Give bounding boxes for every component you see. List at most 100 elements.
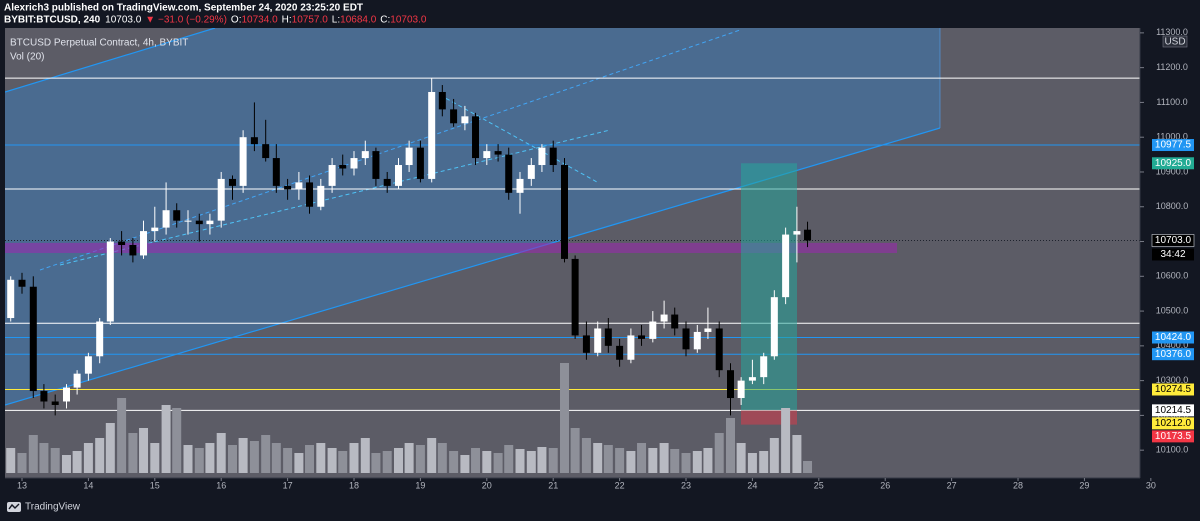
channel-midline [39,29,741,271]
volume-bar [139,428,149,473]
channel-fill [5,28,940,405]
price-tag [1152,331,1194,344]
price-tag [1152,157,1194,170]
header-text: C: [380,15,390,26]
volume-bar [559,363,569,473]
candle-body [660,314,668,322]
volume-bar [803,461,813,473]
candle-body [51,401,59,405]
candle-body [538,147,546,166]
volume-bar [28,435,38,473]
candle-body [328,165,336,186]
volume-bar [205,443,215,473]
y-tick-label: 10400.0 [1156,340,1189,350]
candle-body [405,147,413,166]
volume-bar [759,451,769,473]
volume-bar [83,443,93,473]
volume-bar [327,448,337,473]
volume-bar [17,453,27,473]
volume-bar [781,408,791,473]
candle-body [527,165,535,179]
x-tick-label: 17 [283,480,293,490]
volume-bar [72,451,82,473]
volume-bar [150,443,160,473]
candle-body [594,328,602,353]
y-tick-label: 11100.0 [1156,97,1187,107]
volume-bar [172,408,182,473]
candle-body [627,335,635,360]
header-text: 10734.0 [241,15,278,26]
volume-bar [526,451,536,473]
candle-body [195,220,203,225]
volume-bar [415,445,425,473]
y-tick-label: 10800.0 [1156,201,1189,211]
x-tick-label: 24 [747,480,757,490]
candle-body [62,387,70,402]
header-text: 10703.0 [390,15,427,26]
x-tick-label: 29 [1079,480,1089,490]
y-tick-label: 10300.0 [1156,375,1189,385]
candle-body [649,321,657,339]
candle-body [228,178,236,186]
volume-bar [183,445,193,473]
y-tick-label: 10500.0 [1156,305,1189,315]
volume-bar [626,451,636,473]
volume-bar [360,438,370,473]
volume-bar [6,448,16,473]
candle-body [372,151,380,179]
candle-body [217,178,225,221]
candle-body [715,328,723,371]
candle-body [582,335,590,353]
x-tick-label: 19 [415,480,425,490]
candle-body [272,158,280,186]
chart-title: BTCUSD Perpetual Contract, 4h, BYBIT [10,38,188,49]
volume-bar [194,448,204,473]
candle-body [438,91,446,110]
candle-body [151,227,159,232]
volume-bar [238,438,248,473]
candle-body [383,178,391,186]
y-tick-label: 10100.0 [1156,445,1189,455]
candle-body [571,258,579,336]
candle-body [295,182,303,190]
candle-body [727,370,735,399]
y-tick-label: 11000.0 [1156,132,1188,142]
volume-bar [437,443,447,473]
candle-body [239,137,247,186]
header-text: O: [231,15,242,26]
candle-body [748,377,756,381]
candle-body [262,144,270,159]
candle-body [106,241,114,322]
candle-body [770,297,778,357]
volume-bar [736,443,746,473]
price-tag-label: 10274.5 [1155,384,1192,395]
candle-body [361,151,369,159]
volume-bar [659,443,669,473]
plot [5,28,1140,473]
candle-body [206,220,214,225]
volume-bar [294,453,304,473]
volume-bar [404,443,414,473]
volume-bar [39,443,49,473]
candle-body [40,391,48,402]
candle-body [461,116,469,124]
candle-body [505,154,513,193]
volume-bar [670,449,680,473]
candle-body [472,116,480,159]
header-text: H: [282,15,292,26]
volume-bar [515,449,525,473]
volume-bar [681,453,691,473]
candle-body [494,151,502,155]
volume-bar [493,453,503,473]
volume-bar [316,443,326,473]
price-tag [1152,139,1194,152]
publisher-line: Alexrich3 published on TradingView.com, … [4,3,363,14]
x-tick-label: 22 [615,480,625,490]
candle-body [173,210,181,221]
volume-bar [50,448,60,473]
candle-body [793,231,801,235]
volume-bar [128,433,138,473]
volume-bar [338,451,348,473]
candle-body [549,147,557,166]
